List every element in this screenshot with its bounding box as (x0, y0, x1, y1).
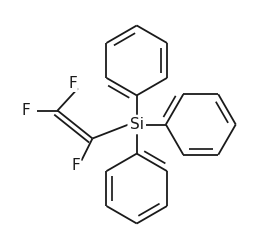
Text: F: F (22, 103, 30, 118)
Text: F: F (68, 76, 77, 91)
Text: F: F (72, 158, 81, 173)
Text: Si: Si (130, 117, 144, 132)
